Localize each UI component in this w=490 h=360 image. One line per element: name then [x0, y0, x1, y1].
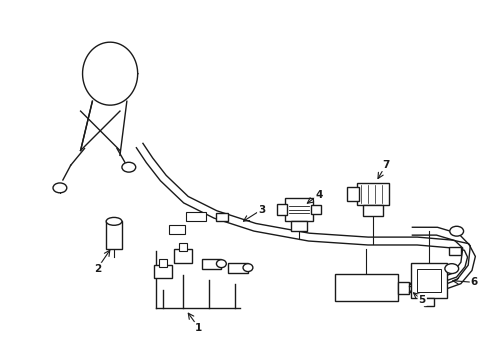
- Bar: [228, 263, 248, 273]
- Bar: [363, 204, 383, 216]
- Text: 4: 4: [315, 190, 322, 200]
- Bar: [202, 259, 221, 269]
- Ellipse shape: [450, 226, 464, 236]
- Text: 7: 7: [382, 160, 390, 170]
- Bar: [277, 204, 287, 215]
- Ellipse shape: [445, 264, 459, 274]
- Bar: [285, 198, 313, 221]
- Text: 5: 5: [418, 295, 426, 305]
- Bar: [357, 183, 389, 204]
- Ellipse shape: [106, 217, 122, 225]
- Bar: [424, 298, 434, 306]
- Bar: [179, 243, 187, 251]
- Bar: [186, 212, 206, 221]
- Bar: [417, 269, 441, 292]
- Ellipse shape: [217, 260, 226, 267]
- Bar: [335, 274, 397, 301]
- Bar: [412, 263, 447, 298]
- Bar: [397, 282, 410, 294]
- Bar: [217, 213, 228, 221]
- Text: 1: 1: [195, 323, 202, 333]
- Ellipse shape: [243, 264, 253, 271]
- Bar: [169, 225, 185, 234]
- Bar: [311, 204, 321, 215]
- Text: 2: 2: [94, 264, 101, 274]
- Text: 3: 3: [258, 204, 266, 215]
- Bar: [174, 249, 192, 263]
- Bar: [291, 221, 307, 231]
- Bar: [154, 265, 172, 278]
- Bar: [347, 187, 359, 201]
- Bar: [159, 259, 167, 267]
- Bar: [106, 221, 122, 249]
- Text: 6: 6: [471, 278, 478, 287]
- Bar: [449, 247, 461, 255]
- Ellipse shape: [53, 183, 67, 193]
- Ellipse shape: [122, 162, 136, 172]
